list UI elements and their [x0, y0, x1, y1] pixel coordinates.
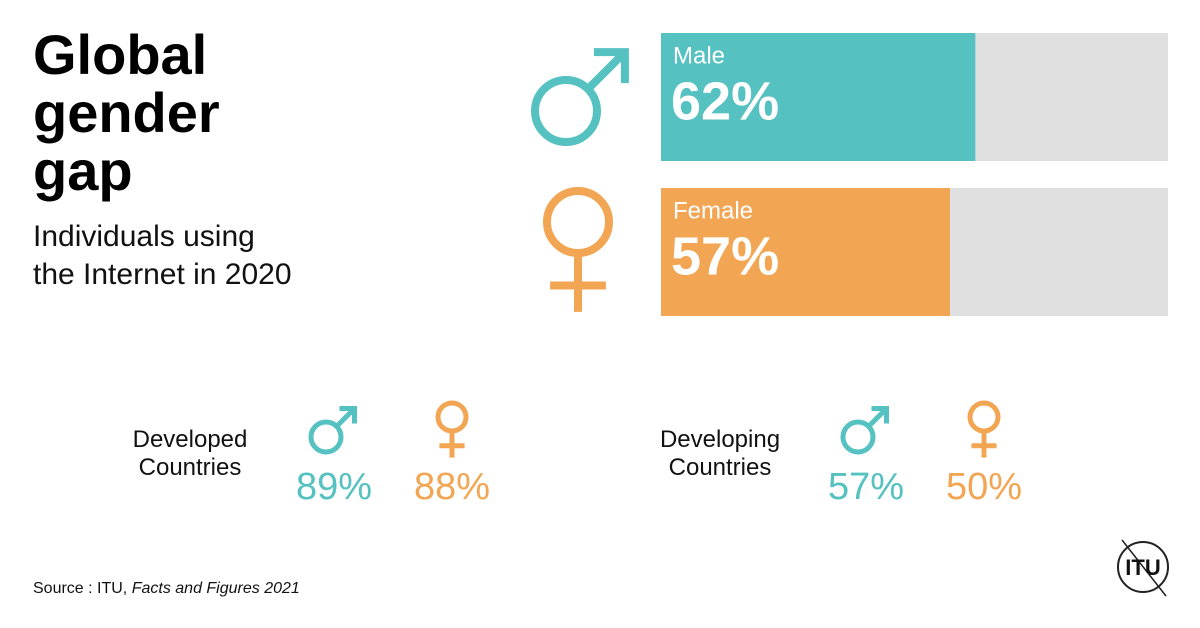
male-symbol — [840, 419, 876, 455]
group-label: Developed Countries — [132, 426, 248, 481]
logo-ring — [1117, 541, 1169, 593]
group-value: 88% — [414, 466, 490, 508]
source-prefix: Source : ITU, — [33, 580, 128, 597]
male-symbol — [308, 419, 344, 455]
male-symbol — [593, 48, 629, 84]
logo-text: ITU — [1125, 555, 1160, 580]
source: Source : ITU, Facts and Figures 2021 — [33, 580, 300, 598]
source-title: Facts and Figures 2021 — [131, 580, 300, 597]
group-value: 89% — [296, 466, 372, 508]
male-symbol — [531, 76, 601, 146]
male-symbol — [334, 406, 357, 429]
value-label: 57% — [671, 226, 779, 286]
female-symbol — [435, 400, 469, 434]
male-symbol — [339, 406, 357, 424]
male-symbol — [585, 49, 628, 92]
logo: ITU — [1117, 539, 1169, 597]
value-label: 62% — [671, 71, 779, 131]
category-label: Female — [673, 197, 753, 224]
category-label: Male — [673, 42, 725, 69]
title: Global gender gap — [33, 23, 220, 202]
male-symbol — [866, 406, 889, 429]
subtitle: Individuals using the Internet in 2020 — [33, 220, 292, 291]
bar — [661, 188, 950, 316]
male-symbol — [871, 406, 889, 424]
female-symbol — [543, 187, 613, 257]
group-value: 50% — [946, 466, 1022, 508]
female-symbol — [967, 400, 1001, 434]
group-label: Developing Countries — [659, 426, 781, 481]
logo-line — [1121, 539, 1167, 597]
group-value: 57% — [828, 466, 904, 508]
bar — [661, 33, 976, 161]
